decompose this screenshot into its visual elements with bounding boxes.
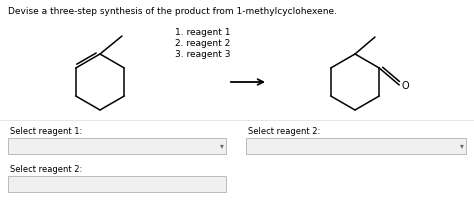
Text: 1. reagent 1: 1. reagent 1 [175, 28, 230, 37]
Text: 3. reagent 3: 3. reagent 3 [175, 50, 230, 59]
FancyBboxPatch shape [8, 138, 226, 154]
Text: Select reagent 2:: Select reagent 2: [10, 165, 82, 174]
Text: Select reagent 1:: Select reagent 1: [10, 127, 82, 136]
Text: O: O [401, 81, 409, 91]
Text: ▾: ▾ [220, 141, 224, 150]
FancyBboxPatch shape [8, 176, 226, 192]
FancyBboxPatch shape [246, 138, 466, 154]
Text: 2. reagent 2: 2. reagent 2 [175, 39, 230, 48]
Text: Devise a three-step synthesis of the product from 1-methylcyclohexene.: Devise a three-step synthesis of the pro… [8, 7, 337, 16]
Text: ▾: ▾ [460, 141, 464, 150]
Text: Select reagent 2:: Select reagent 2: [248, 127, 320, 136]
